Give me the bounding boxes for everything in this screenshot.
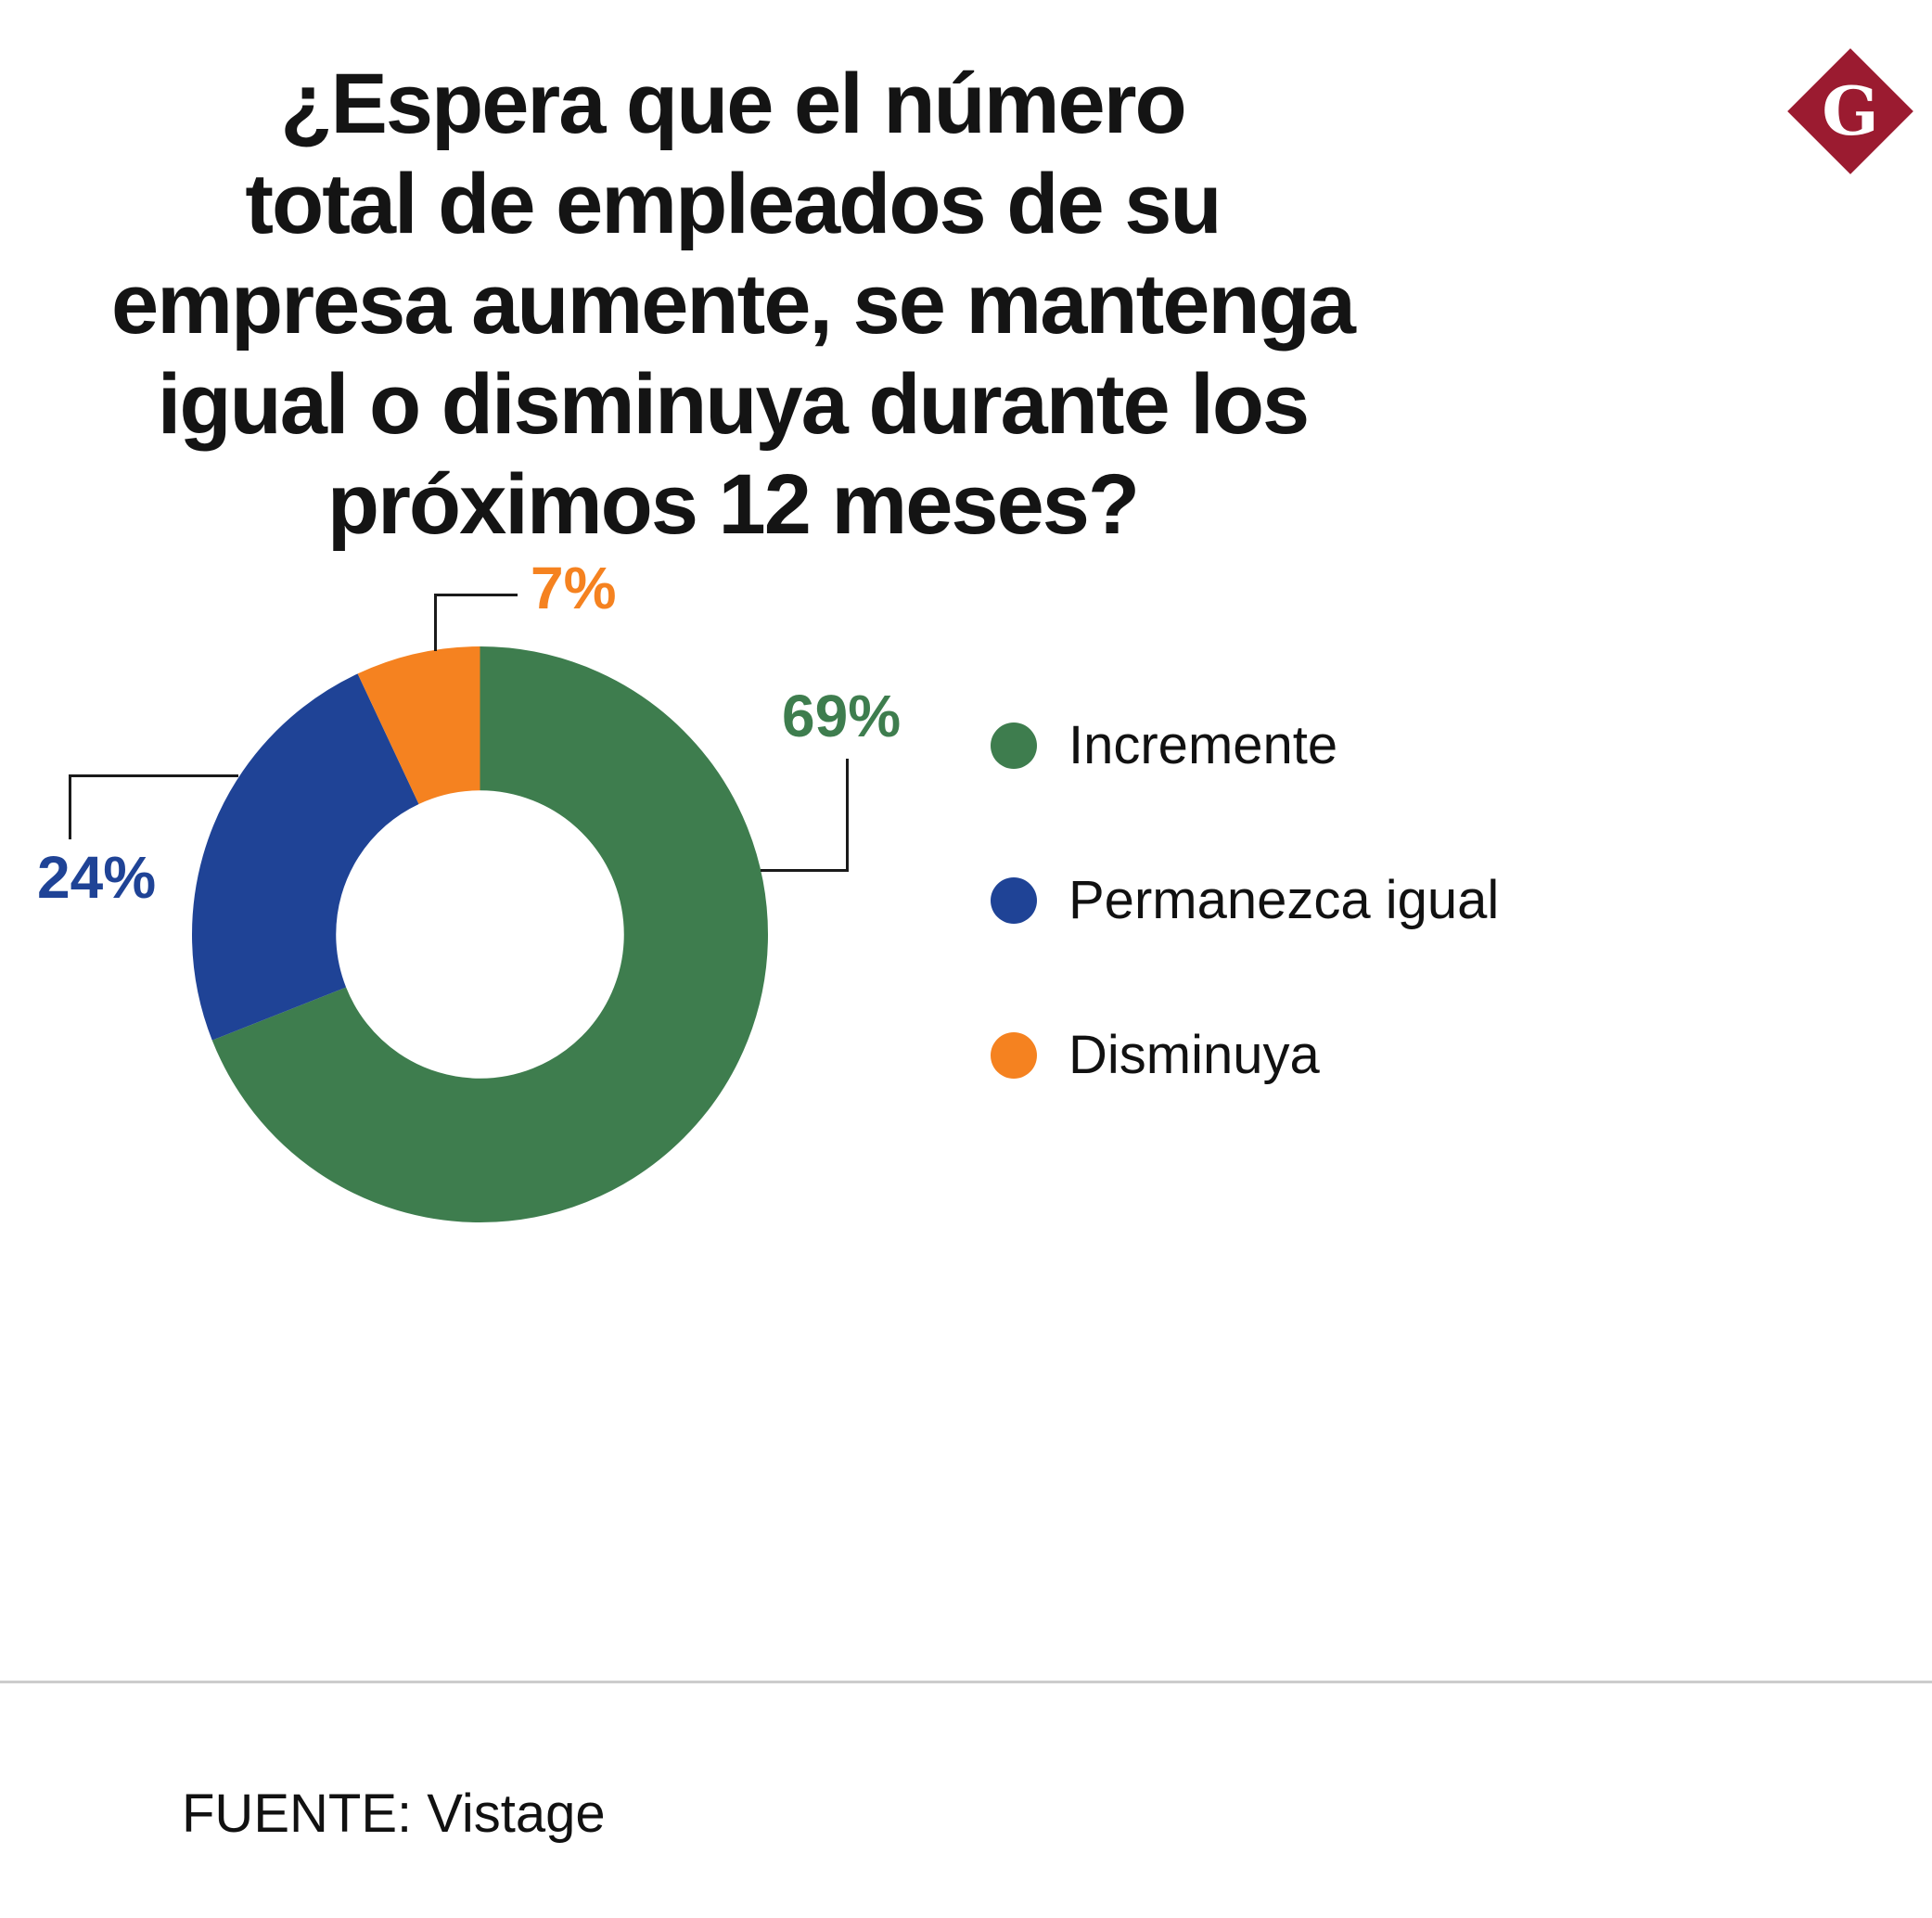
chart-title: ¿Espera que el número total de empleados… bbox=[0, 54, 1465, 555]
percent-label-permanezca-igual: 24% bbox=[37, 844, 157, 911]
title-line-4: igual o disminuya durante los bbox=[157, 357, 1310, 452]
donut-segment-disminuya bbox=[192, 646, 768, 1222]
percent-label-disminuya: 7% bbox=[531, 555, 617, 621]
donut-segment-permanezca-igual bbox=[192, 646, 768, 1222]
legend-item-disminuya: Disminuya bbox=[991, 1024, 1499, 1086]
title-line-5: próximos 12 meses? bbox=[326, 457, 1140, 552]
title-line-3: empresa aumente, se mantenga bbox=[111, 257, 1356, 352]
legend-dot-disminuya bbox=[991, 1031, 1037, 1079]
callout-line-incremente bbox=[761, 759, 849, 872]
source-text: FUENTE: Vistage bbox=[182, 1784, 606, 1844]
legend-dot-incremente bbox=[991, 722, 1037, 769]
legend-label-disminuya: Disminuya bbox=[1068, 1025, 1320, 1085]
legend-item-permanezca-igual: Permanezca igual bbox=[991, 869, 1499, 931]
legend-dot-permanezca-igual bbox=[991, 876, 1037, 924]
title-line-1: ¿Espera que el número bbox=[280, 57, 1186, 151]
legend-label-permanezca-igual: Permanezca igual bbox=[1068, 870, 1500, 930]
callout-line-disminuya bbox=[434, 594, 518, 651]
title-line-2: total de empleados de su bbox=[245, 157, 1222, 251]
brand-logo: G bbox=[1785, 46, 1915, 176]
legend-label-incremente: Incremente bbox=[1068, 715, 1338, 775]
percent-label-incremente: 69% bbox=[782, 683, 902, 749]
callout-line-permanezca-igual bbox=[69, 774, 238, 839]
footer-divider bbox=[0, 1681, 1932, 1683]
donut-chart bbox=[192, 646, 768, 1222]
legend-item-incremente: Incremente bbox=[991, 714, 1499, 776]
logo-letter: G bbox=[1822, 71, 1879, 150]
legend: Incremente Permanezca igual Disminuya bbox=[991, 714, 1499, 1086]
